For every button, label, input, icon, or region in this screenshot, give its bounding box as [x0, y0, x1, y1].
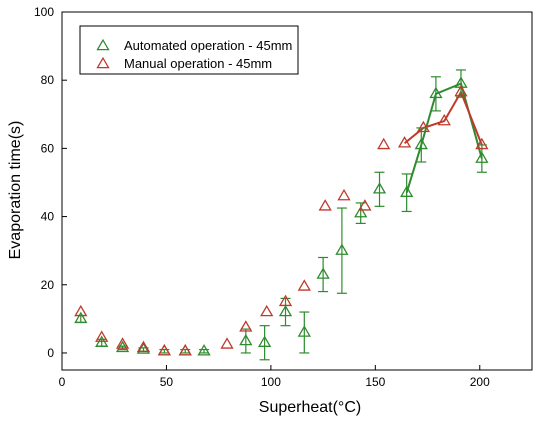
y-tick-label: 60 — [41, 141, 55, 155]
legend-marker — [96, 56, 110, 69]
manual-data-point — [437, 113, 451, 126]
manual-data-point — [220, 337, 234, 349]
automated-data-point — [414, 137, 428, 150]
y-tick-label: 20 — [41, 278, 55, 292]
manual-data-point — [278, 294, 293, 307]
automated-data-point — [316, 267, 330, 279]
legend-marker — [96, 38, 110, 51]
x-tick-label: 100 — [261, 375, 281, 389]
manual-data-point — [297, 279, 311, 291]
automated-data-point — [335, 243, 349, 255]
series-connecting-line — [403, 89, 483, 146]
series-connecting-line — [405, 82, 483, 193]
automated-data-point — [429, 86, 443, 99]
manual-data-point — [416, 120, 431, 133]
x-axis-title: Superheat(°C) — [259, 399, 361, 416]
manual-data-point — [454, 84, 468, 97]
legend-label: Manual operation - 45mm — [124, 56, 272, 71]
legend-box — [79, 25, 299, 75]
manual-data-point — [239, 320, 253, 332]
manual-data-point — [136, 340, 151, 353]
manual-data-point — [115, 337, 130, 349]
manual-data-point — [397, 136, 412, 148]
automated-data-point — [278, 304, 293, 317]
manual-data-point — [337, 188, 351, 201]
y-tick-label: 0 — [47, 346, 54, 360]
y-tick-label: 40 — [41, 210, 55, 224]
automated-data-point — [136, 342, 151, 354]
legend-label: Automated operation - 45mm — [124, 38, 292, 53]
automated-data-point — [115, 340, 130, 353]
manual-data-point — [157, 344, 171, 356]
manual-data-point — [358, 199, 372, 211]
y-tick-label: 80 — [41, 73, 55, 87]
manual-data-point — [74, 304, 88, 317]
manual-data-point — [475, 137, 489, 150]
automated-data-point — [257, 335, 272, 347]
manual-data-point — [260, 304, 274, 317]
x-tick-label: 200 — [470, 375, 490, 389]
manual-data-point — [178, 344, 192, 356]
manual-data-point — [377, 137, 391, 150]
automated-data-point — [372, 182, 387, 194]
y-tick-label: 100 — [34, 5, 54, 19]
manual-data-point — [95, 330, 109, 342]
x-tick-label: 150 — [365, 375, 385, 389]
automated-data-point — [239, 333, 253, 346]
automated-data-point — [297, 325, 311, 337]
x-tick-label: 50 — [160, 375, 174, 389]
automated-data-point — [475, 151, 489, 163]
y-axis-title: Evaporation time(s) — [7, 121, 24, 260]
automated-data-point — [400, 185, 414, 197]
automated-data-point — [197, 344, 211, 356]
automated-data-point — [74, 311, 88, 324]
plot-frame — [61, 11, 533, 371]
manual-data-point — [318, 199, 332, 211]
x-tick-label: 0 — [59, 375, 66, 389]
automated-data-point — [354, 205, 368, 218]
